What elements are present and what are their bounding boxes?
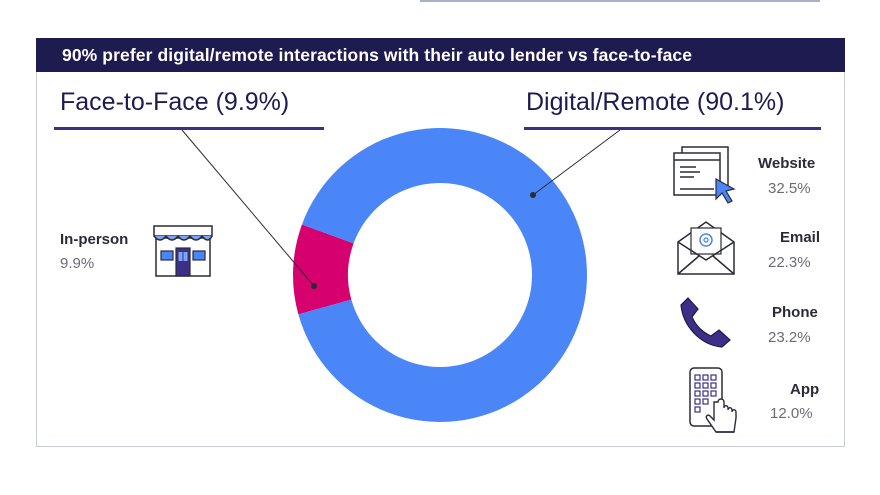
website-label: Website xyxy=(758,155,816,172)
phone-icon xyxy=(680,297,731,348)
phone-label: Phone xyxy=(772,304,818,321)
website-value: 32.5% xyxy=(768,180,811,197)
chart-title: 90% prefer digital/remote interactions w… xyxy=(36,38,845,72)
in-person-value: 9.9% xyxy=(60,255,95,272)
digital-leader-line xyxy=(532,129,621,196)
digital-remote-label: Digital/Remote (90.1%) xyxy=(526,88,785,116)
email-value: 22.3% xyxy=(768,254,811,271)
face-leader-line xyxy=(181,129,315,287)
face-to-face-underline xyxy=(54,127,324,130)
envelope-icon xyxy=(677,221,735,275)
app-label: App xyxy=(790,381,820,398)
email-label: Email xyxy=(780,229,821,246)
phone-value: 23.2% xyxy=(768,329,811,346)
face-to-face-label: Face-to-Face (9.9%) xyxy=(60,88,290,116)
in-person-label: In-person xyxy=(60,231,129,248)
browser-window-icon xyxy=(673,146,736,204)
digital-remote-slice xyxy=(298,127,587,422)
digital-leader-dot xyxy=(530,192,536,198)
digital-remote-underline xyxy=(524,127,821,130)
app-value: 12.0% xyxy=(770,405,813,422)
face-leader-dot xyxy=(311,283,317,289)
storefront-icon xyxy=(153,225,213,277)
mobile-app-icon xyxy=(689,367,737,433)
face-to-face-slice xyxy=(293,224,354,315)
top-divider xyxy=(420,0,820,2)
